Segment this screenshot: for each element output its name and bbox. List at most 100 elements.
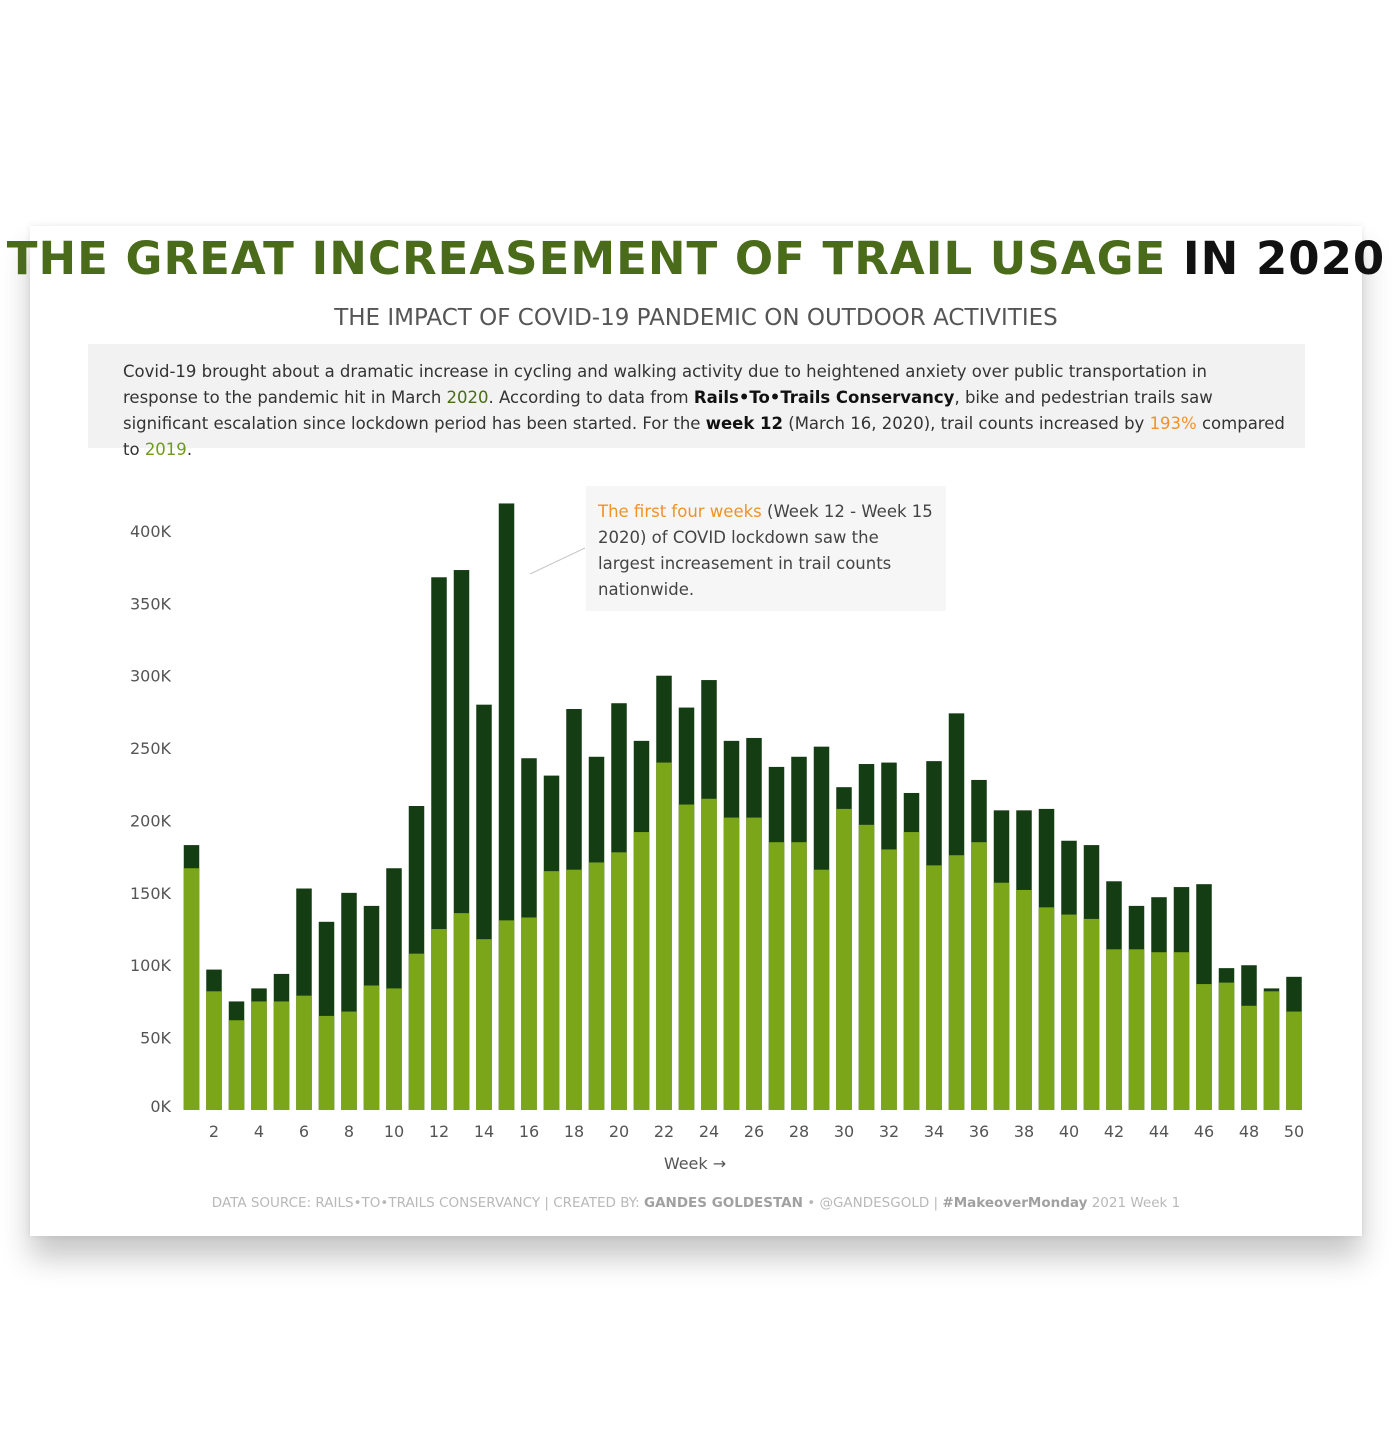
y-tick-label: 0K [150,1097,171,1116]
x-tick-label: 8 [344,1122,354,1141]
x-tick-label: 34 [924,1122,944,1141]
intro-source: Rails•To•Trails Conservancy [693,388,955,407]
footer-author: GANDES GOLDESTAN [644,1195,803,1211]
bar-2019 [183,868,200,1110]
y-tick-label: 100K [130,956,172,975]
y-tick-label: 50K [140,1029,171,1048]
intro-year-2019: 2019 [144,440,187,459]
bar-2019 [611,852,627,1110]
page-subtitle: THE IMPACT OF COVID-19 PANDEMIC ON OUTDO… [334,305,1058,331]
y-tick-label: 350K [130,594,172,613]
x-tick-label: 4 [254,1122,264,1141]
bar-2019 [926,865,942,1110]
x-tick-label: 48 [1239,1122,1259,1141]
intro-year-2020: 2020 [446,388,489,407]
x-tick-label: 42 [1104,1122,1124,1141]
bar-2019 [858,824,875,1110]
bar-2019 [498,920,515,1110]
x-tick-label: 18 [564,1122,584,1141]
bar-2019 [1151,952,1167,1110]
y-tick-label: 150K [130,884,172,903]
bars [183,503,1302,1110]
bar-2019 [566,869,582,1110]
footer: DATA SOURCE: RAILS•TO•TRAILS CONSERVANCY… [0,1195,1392,1211]
x-tick-label: 46 [1194,1122,1214,1141]
bar-2019 [251,1001,267,1110]
x-tick-label: 22 [654,1122,674,1141]
bar-2019 [656,762,672,1110]
bar-2019 [1241,1005,1257,1110]
y-axis: 0K 50K 100K 150K 200K 250K 300K 350K 400K [130,522,172,1116]
x-tick-label: 30 [834,1122,854,1141]
x-tick-label: 20 [609,1122,629,1141]
annotation-highlight: The first four weeks [598,502,762,521]
bar-2019 [1173,952,1190,1110]
bar-2019 [588,862,605,1110]
intro-part: (March 16, 2020), trail counts increased… [783,414,1150,433]
x-tick-label: 24 [699,1122,719,1141]
bar-2019 [836,808,852,1110]
intro-percent: 193% [1149,414,1197,433]
bar-2019 [521,917,537,1110]
bar-2019 [948,855,965,1110]
intro-part: compared to [123,414,1285,459]
bar-2019 [1016,889,1032,1110]
x-tick-label: 10 [384,1122,404,1141]
bar-2019 [1218,982,1235,1110]
page-title: THE GREAT INCREASEMENT OF TRAIL USAGE IN… [0,232,1392,285]
annotation-text: The first four weeks (Week 12 - Week 15 … [598,499,934,603]
bar-2019 [296,995,312,1110]
x-tick-label: 28 [789,1122,809,1141]
footer-part: • @GANDESGOLD | [802,1195,943,1211]
title-green: THE GREAT INCREASEMENT OF TRAIL USAGE [6,232,1167,285]
bar-2019 [701,798,717,1110]
bar-2019 [341,1011,357,1110]
bar-2019 [1106,949,1122,1110]
x-tick-label: 14 [474,1122,494,1141]
bar-2019 [273,1001,290,1110]
x-tick-label: 40 [1059,1122,1079,1141]
bar-2019 [993,882,1010,1110]
bar-2019 [791,842,807,1110]
bar-2019 [633,832,650,1110]
intro-part: Covid-19 brought about a dramatic increa… [123,362,1207,407]
bar-2019 [1038,907,1055,1110]
y-tick-label: 400K [130,522,172,541]
annotation-rest: (Week 12 - Week 15 2020) of COVID lockdo… [598,502,933,599]
x-tick-label: 32 [879,1122,899,1141]
bar-2019 [971,842,987,1110]
y-tick-label: 200K [130,811,172,830]
x-tick-label: 6 [299,1122,309,1141]
bar-2019 [723,817,740,1110]
footer-part: 2021 Week 1 [1087,1195,1181,1211]
bar-2019 [318,1015,335,1110]
bar-2019 [903,832,920,1110]
bar-2019 [363,985,380,1110]
footer-part: DATA SOURCE: RAILS•TO•TRAILS CONSERVANCY… [211,1195,645,1211]
intro-part: . [186,440,193,459]
x-tick-label: 2 [209,1122,219,1141]
bar-2019 [1128,949,1145,1110]
bar-2019 [1196,984,1212,1110]
title-black: IN 2020 [1182,232,1386,285]
bar-2019 [1263,991,1280,1110]
bar-2019 [453,913,470,1110]
x-tick-label: 36 [969,1122,989,1141]
footer-tag: #MakeoverMonday [942,1195,1088,1211]
x-tick-label: 44 [1149,1122,1169,1141]
x-tick-label: 26 [744,1122,764,1141]
intro-text: Covid-19 brought about a dramatic increa… [123,359,1285,463]
bar-2019 [746,817,762,1110]
bar-2019 [1286,1011,1302,1110]
bar-2019 [431,929,447,1110]
bar-2019 [476,939,492,1110]
bar-2019 [386,988,402,1110]
intro-box: Covid-19 brought about a dramatic increa… [88,344,1305,459]
intro-week: week 12 [705,414,784,433]
bar-2019 [678,804,695,1110]
y-tick-label: 300K [130,667,172,686]
intro-part: , bike and pedestrian trails saw signifi… [123,388,1213,433]
bar-2019 [813,869,830,1110]
x-tick-label: 50 [1284,1122,1304,1141]
